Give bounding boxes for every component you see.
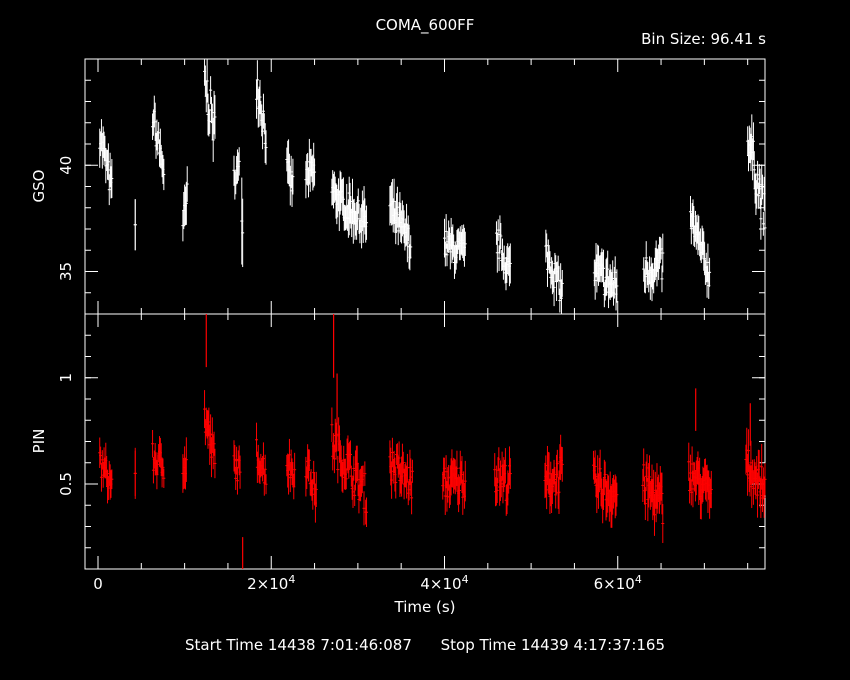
stop-time: Stop Time 14439 4:17:37:165	[440, 636, 665, 654]
gso-ticks: 35 40	[57, 58, 765, 315]
pin-points	[98, 314, 767, 569]
y-tick-label: 35	[57, 262, 75, 281]
pin-ticks: 0.5 1 0 2×104 4×104 6×104	[57, 313, 765, 593]
footer-times: Start Time 14438 7:01:46:087 Stop Time 1…	[0, 636, 850, 654]
x-tick-label: 4×104	[420, 573, 468, 593]
x-tick-label: 2×104	[247, 573, 295, 593]
x-tick-label: 0	[93, 575, 103, 593]
gso-panel: 35 40 GSO	[30, 58, 767, 315]
pin-panel: 0.5 1 0 2×104 4×104 6×104 PIN Time (s)	[30, 313, 767, 616]
gso-ylabel: GSO	[30, 170, 48, 203]
chart-title: COMA_600FF	[375, 16, 475, 34]
x-tick-label: 6×104	[594, 573, 642, 593]
y-tick-label: 40	[57, 156, 75, 175]
bin-size-label: Bin Size: 96.41 s	[641, 30, 766, 48]
pin-ylabel: PIN	[30, 429, 48, 454]
gso-points	[98, 59, 767, 314]
y-tick-label: 1	[57, 373, 75, 383]
x-axis-label: Time (s)	[394, 598, 456, 616]
start-time: Start Time 14438 7:01:46:087	[184, 636, 412, 654]
y-tick-label: 0.5	[57, 472, 75, 496]
